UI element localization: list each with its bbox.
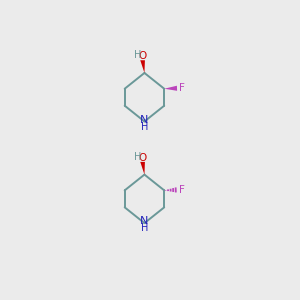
Text: F: F (179, 185, 184, 195)
Text: H: H (134, 50, 141, 60)
Text: N: N (140, 115, 148, 124)
Text: H: H (141, 122, 148, 132)
Text: F: F (179, 83, 184, 93)
Polygon shape (164, 86, 177, 91)
Polygon shape (140, 162, 145, 175)
Text: H: H (141, 223, 148, 233)
Text: O: O (139, 51, 147, 61)
Text: O: O (139, 153, 147, 163)
Text: N: N (140, 216, 148, 226)
Polygon shape (140, 60, 145, 73)
Text: H: H (134, 152, 141, 162)
